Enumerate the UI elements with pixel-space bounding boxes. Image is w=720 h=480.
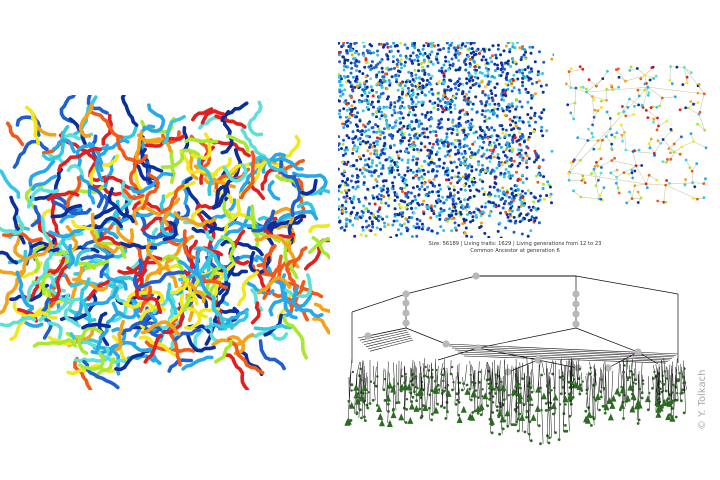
dense-network-blob xyxy=(0,95,330,390)
phylogenetic-tree xyxy=(344,272,687,446)
dense-square-network xyxy=(338,42,554,238)
square-dots xyxy=(338,42,554,238)
sparse-graph xyxy=(564,65,708,205)
ancestor-caption: Common Ancestor at generation 6 xyxy=(470,248,560,254)
sparse-network xyxy=(564,65,708,205)
tree-leaves xyxy=(344,358,687,446)
stats-caption: Size: 56189 | Living traits: 1629 | Livi… xyxy=(428,241,602,247)
tree-edges xyxy=(351,272,679,376)
blob-chains xyxy=(0,95,330,390)
author-credit: © Y. Tolkach xyxy=(697,369,708,430)
